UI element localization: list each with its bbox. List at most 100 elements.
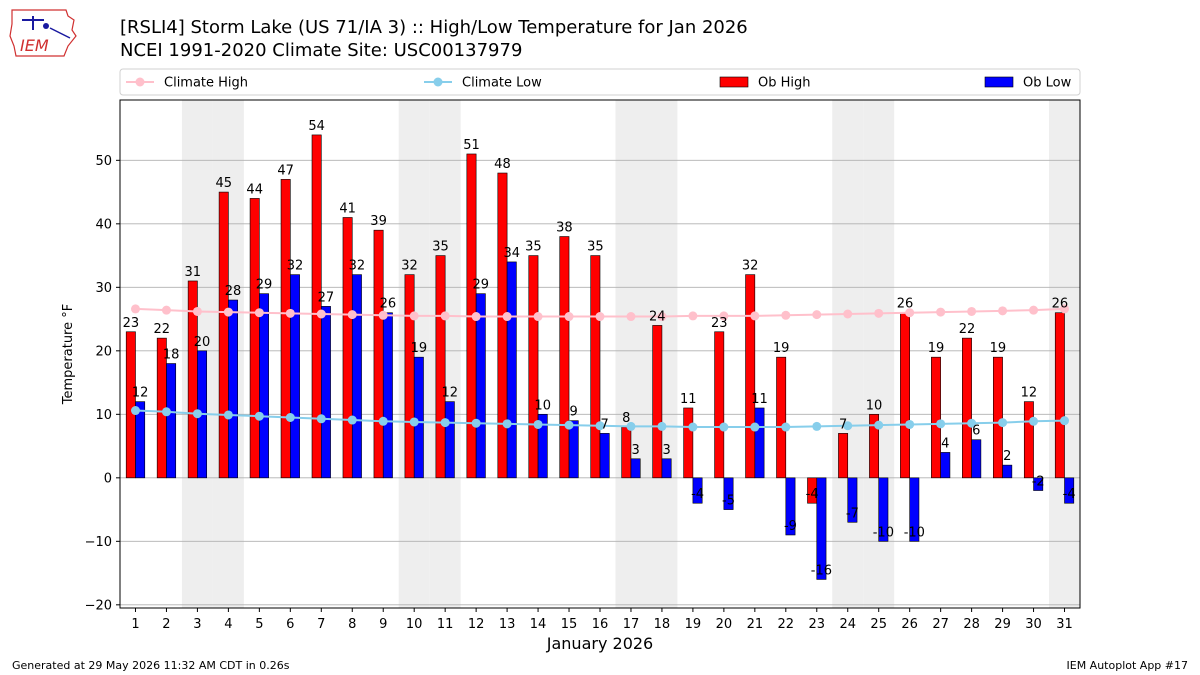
x-tick-label: 9	[379, 617, 387, 632]
high-value-label: 24	[649, 309, 666, 324]
low-value-label: 7	[601, 417, 609, 432]
climate-high-point	[502, 312, 512, 322]
climate-high-point	[161, 305, 171, 315]
climate-low-point	[998, 418, 1008, 428]
x-tick-label: 27	[932, 617, 949, 632]
high-value-label: 26	[1052, 297, 1069, 312]
climate-low-point	[285, 413, 295, 422]
x-tick-label: 7	[317, 617, 325, 632]
climate-high-point	[905, 308, 915, 318]
low-bar	[661, 458, 672, 479]
climate-high-point	[750, 311, 760, 321]
climate-low-point	[130, 406, 140, 416]
high-value-label: 38	[556, 221, 573, 236]
climate-high-point	[936, 307, 946, 317]
low-value-label: 18	[163, 348, 180, 363]
high-bar	[992, 356, 1003, 479]
low-bar	[537, 414, 548, 479]
x-tick-label: 8	[348, 617, 356, 632]
low-value-label: 12	[132, 386, 149, 401]
low-bar	[444, 401, 455, 479]
high-value-label: 10	[866, 398, 883, 413]
high-value-label: 22	[154, 322, 171, 337]
low-value-label: 29	[256, 278, 273, 293]
high-value-label: 51	[463, 138, 480, 153]
legend: Climate High Climate Low Ob High Ob Low	[119, 68, 1081, 96]
climate-low-point	[905, 419, 915, 429]
climate-low-point	[812, 421, 822, 431]
low-value-label: 3	[662, 443, 670, 458]
low-value-label: 32	[349, 259, 366, 274]
high-value-label: 45	[215, 176, 232, 191]
high-bar	[125, 331, 136, 479]
climate-high-point	[626, 312, 636, 322]
low-bar	[940, 452, 951, 479]
climate-low-point	[626, 421, 636, 431]
high-bar	[218, 191, 229, 479]
high-value-label: 44	[246, 182, 263, 197]
climate-low-point	[874, 420, 884, 430]
y-tick-label: 40	[95, 217, 112, 232]
climate-lines	[130, 304, 1070, 432]
climate-high-point	[440, 311, 450, 321]
high-bar	[497, 172, 508, 479]
x-tick-label: 14	[530, 617, 547, 632]
weekend-band	[615, 100, 647, 608]
climate-high-point	[285, 308, 295, 318]
high-value-label: 31	[185, 265, 202, 280]
high-value-label: 41	[339, 201, 356, 216]
high-bar	[683, 407, 694, 479]
climate-low-point	[192, 409, 202, 419]
footer-generated: Generated at 29 May 2026 11:32 AM CDT in…	[12, 659, 290, 672]
low-bar	[259, 293, 269, 479]
low-value-label: -4	[1063, 487, 1076, 502]
x-tick-label: 5	[255, 617, 263, 632]
low-bar	[351, 274, 362, 479]
climate-low-point	[409, 417, 419, 427]
climate-high-point	[223, 307, 233, 317]
x-tick-label: 20	[716, 617, 733, 632]
high-value-label: 48	[494, 157, 511, 172]
x-tick-label: 15	[561, 617, 578, 632]
x-tick-label: 24	[839, 617, 856, 632]
low-value-label: -9	[784, 519, 797, 534]
climate-low-point	[378, 416, 388, 426]
low-value-label: 10	[534, 398, 551, 413]
legend-climate-low-label: Climate Low	[462, 76, 542, 91]
high-bar	[621, 426, 632, 479]
low-value-label: 9	[570, 405, 578, 420]
low-bar	[166, 363, 177, 479]
legend-ob-low-label: Ob Low	[1023, 76, 1072, 91]
low-bar	[290, 274, 300, 479]
high-value-label: 39	[370, 214, 387, 229]
climate-low-point	[781, 422, 791, 432]
low-bar	[413, 356, 424, 479]
legend-climate-low-marker	[433, 77, 443, 87]
low-value-label: 20	[194, 335, 211, 350]
low-bar	[382, 312, 393, 479]
high-bar	[838, 433, 849, 479]
low-value-label: 19	[411, 341, 428, 356]
x-tick-label: 13	[499, 617, 516, 632]
low-value-label: 29	[473, 278, 490, 293]
low-value-label: 2	[1003, 449, 1011, 464]
low-bar	[630, 458, 641, 479]
x-tick-label: 1	[131, 617, 139, 632]
high-bar	[559, 236, 570, 479]
climate-low-point	[502, 419, 512, 429]
low-value-label: 26	[380, 297, 397, 312]
climate-high-point	[967, 306, 977, 316]
climate-high-point	[316, 309, 326, 319]
y-tick-label: 50	[95, 154, 112, 169]
low-bar	[228, 299, 238, 479]
climate-high-point	[564, 312, 574, 322]
x-tick-label: 12	[468, 617, 485, 632]
low-value-label: 3	[631, 443, 639, 458]
low-bar	[1033, 477, 1044, 491]
x-tick-label: 29	[994, 617, 1011, 632]
x-tick-label: 30	[1025, 617, 1042, 632]
high-bar	[590, 255, 601, 479]
low-value-label: 34	[503, 246, 520, 261]
high-value-label: 32	[742, 259, 759, 274]
x-axis-label: January 2026	[546, 634, 653, 653]
